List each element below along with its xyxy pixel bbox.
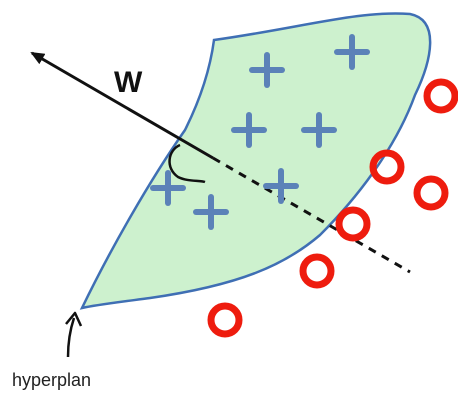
plus-point: [193, 194, 229, 230]
circle-point: [369, 149, 405, 185]
hyperplane-label: hyperplan: [12, 370, 91, 390]
circle-point: [413, 175, 449, 211]
positive-region: [79, 12, 432, 310]
circle-point: [299, 253, 335, 289]
hyperplane-pointer-arrowhead: [65, 311, 83, 327]
plus-point: [334, 34, 370, 70]
circle-point: [207, 302, 243, 338]
right-angle-marker: [168, 143, 206, 184]
plus-point: [150, 170, 186, 206]
circle-point: [335, 206, 371, 242]
plus-point: [231, 112, 267, 148]
plus-point: [263, 168, 299, 204]
dashed-projection-line: [212, 156, 411, 274]
plus-point: [301, 112, 337, 148]
weight-vector-label: W: [114, 66, 143, 99]
weight-vector-arrow: [30, 51, 214, 160]
plus-point: [249, 52, 285, 88]
hyperplane-pointer-arrow: [66, 317, 76, 358]
circle-point: [423, 78, 458, 114]
